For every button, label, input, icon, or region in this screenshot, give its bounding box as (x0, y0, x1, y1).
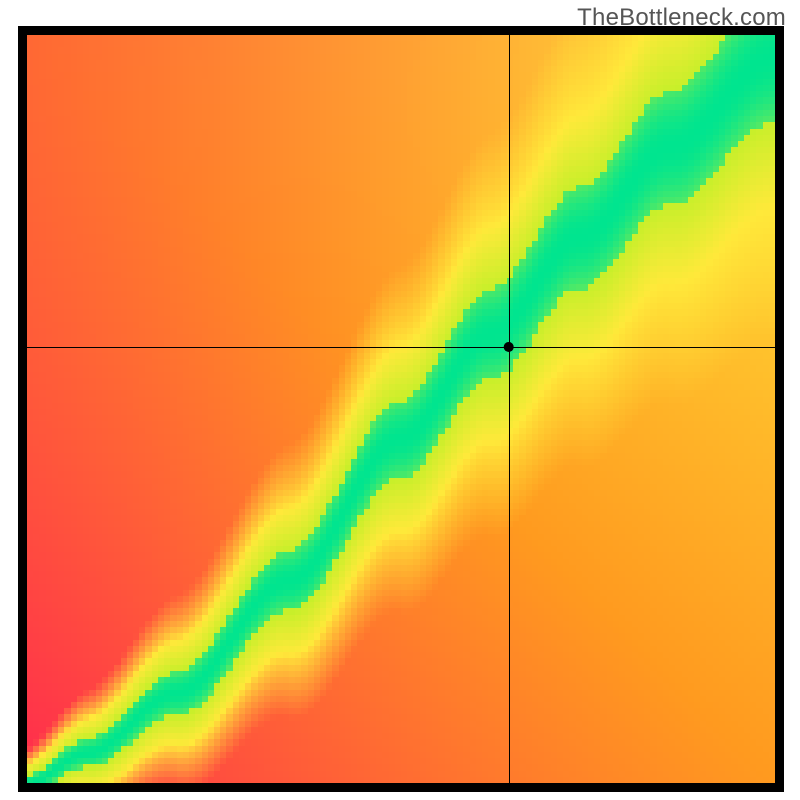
bottleneck-heatmap (0, 0, 800, 800)
watermark: TheBottleneck.com (577, 4, 786, 32)
